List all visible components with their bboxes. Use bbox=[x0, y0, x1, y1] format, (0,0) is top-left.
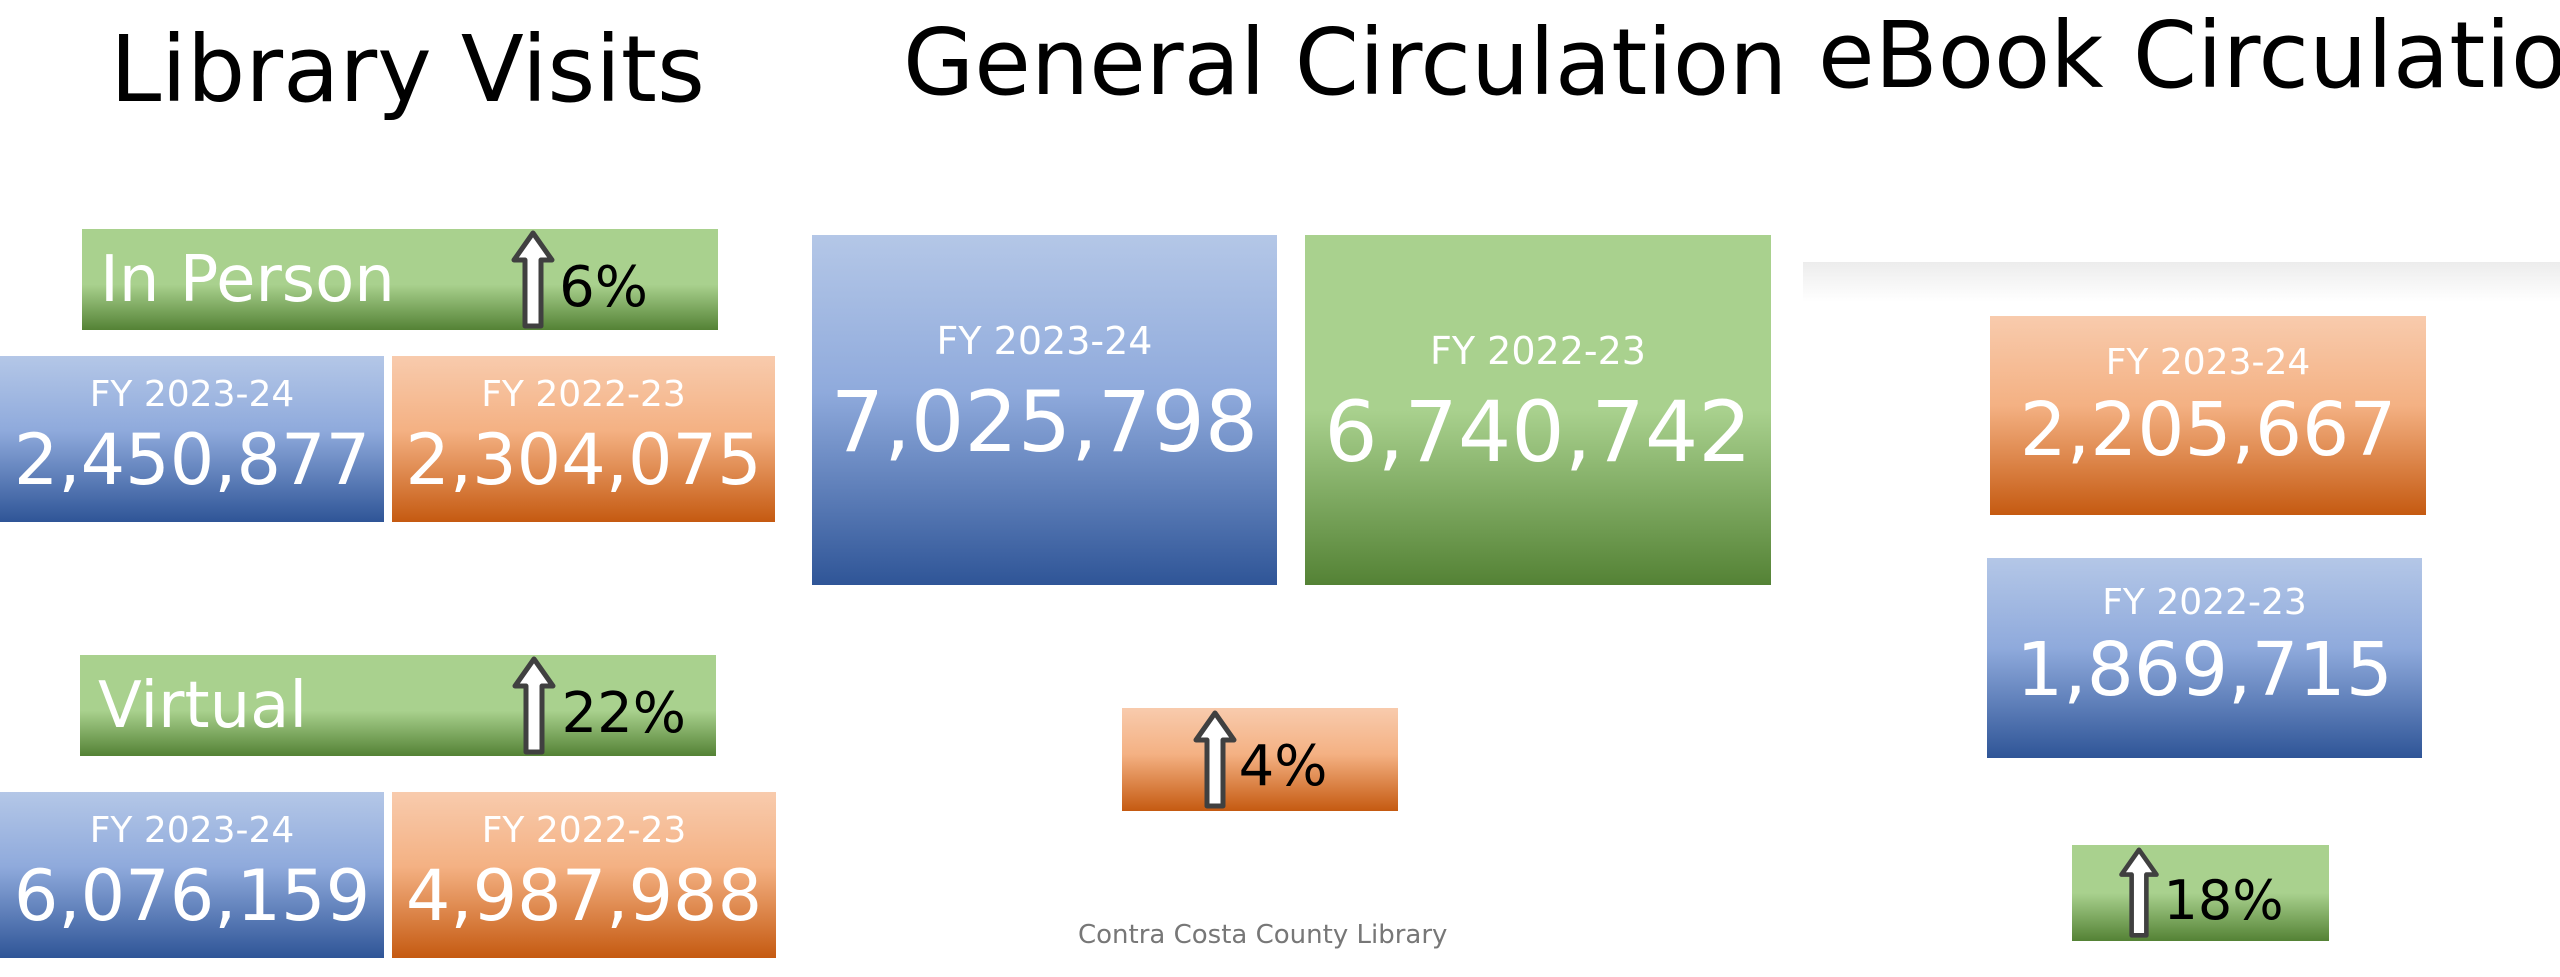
general-fy2022-23-card: FY 2022-23 6,740,742 bbox=[1305, 235, 1771, 585]
circulation-count: 6,740,742 bbox=[1324, 383, 1752, 481]
ebook-circulation-title: eBook Circulation bbox=[1818, 2, 2560, 109]
virtual-label: Virtual bbox=[98, 668, 308, 743]
fy-label: FY 2023-24 bbox=[2105, 342, 2311, 383]
general-change-box: 4% bbox=[1122, 708, 1398, 811]
fy-label: FY 2023-24 bbox=[89, 374, 295, 415]
fy-label: FY 2022-23 bbox=[2102, 582, 2307, 623]
up-arrow-icon bbox=[511, 230, 555, 328]
general-change-percent: 4% bbox=[1238, 734, 1328, 799]
visit-count: 2,304,075 bbox=[405, 419, 762, 501]
footer-credit: Contra Costa County Library bbox=[1078, 920, 1448, 950]
fy-label: FY 2023-24 bbox=[89, 810, 295, 851]
virtual-fy2022-23-card: FY 2022-23 4,987,988 bbox=[392, 792, 776, 958]
general-fy2023-24-card: FY 2023-24 7,025,798 bbox=[812, 235, 1277, 585]
ebook-change-percent: 18% bbox=[2163, 868, 2284, 932]
up-arrow-icon bbox=[512, 656, 556, 754]
circulation-count: 7,025,798 bbox=[830, 373, 1259, 471]
ebook-change-box: 18% bbox=[2072, 845, 2329, 941]
in-person-change: 6% bbox=[511, 230, 648, 330]
in-person-change-percent: 6% bbox=[559, 255, 648, 320]
visit-count: 2,450,877 bbox=[13, 419, 371, 501]
virtual-fy2023-24-card: FY 2023-24 6,076,159 bbox=[0, 792, 384, 958]
in-person-label: In Person bbox=[100, 242, 395, 317]
fy-label: FY 2022-23 bbox=[481, 374, 686, 415]
visit-count: 6,076,159 bbox=[13, 855, 371, 937]
up-arrow-icon bbox=[2119, 847, 2160, 938]
ebook-divider-shadow bbox=[1803, 262, 2560, 302]
virtual-change: 22% bbox=[512, 656, 686, 756]
fy-label: FY 2022-23 bbox=[481, 810, 687, 851]
virtual-category-bar: Virtual 22% bbox=[80, 655, 716, 756]
fy-label: FY 2022-23 bbox=[1430, 329, 1646, 373]
in-person-fy2022-23-card: FY 2022-23 2,304,075 bbox=[392, 356, 775, 522]
in-person-category-bar: In Person 6% bbox=[82, 229, 718, 330]
circulation-count: 1,869,715 bbox=[2016, 627, 2393, 713]
ebook-fy2023-24-card: FY 2023-24 2,205,667 bbox=[1990, 316, 2426, 515]
circulation-count: 2,205,667 bbox=[2019, 387, 2397, 473]
up-arrow-icon bbox=[1193, 710, 1237, 808]
general-circulation-title: General Circulation bbox=[903, 9, 1788, 116]
fy-label: FY 2023-24 bbox=[936, 319, 1153, 363]
in-person-fy2023-24-card: FY 2023-24 2,450,877 bbox=[0, 356, 384, 522]
library-visits-title: Library Visits bbox=[110, 16, 705, 123]
ebook-fy2022-23-card: FY 2022-23 1,869,715 bbox=[1987, 558, 2422, 758]
visit-count: 4,987,988 bbox=[405, 855, 763, 937]
virtual-change-percent: 22% bbox=[561, 681, 686, 746]
